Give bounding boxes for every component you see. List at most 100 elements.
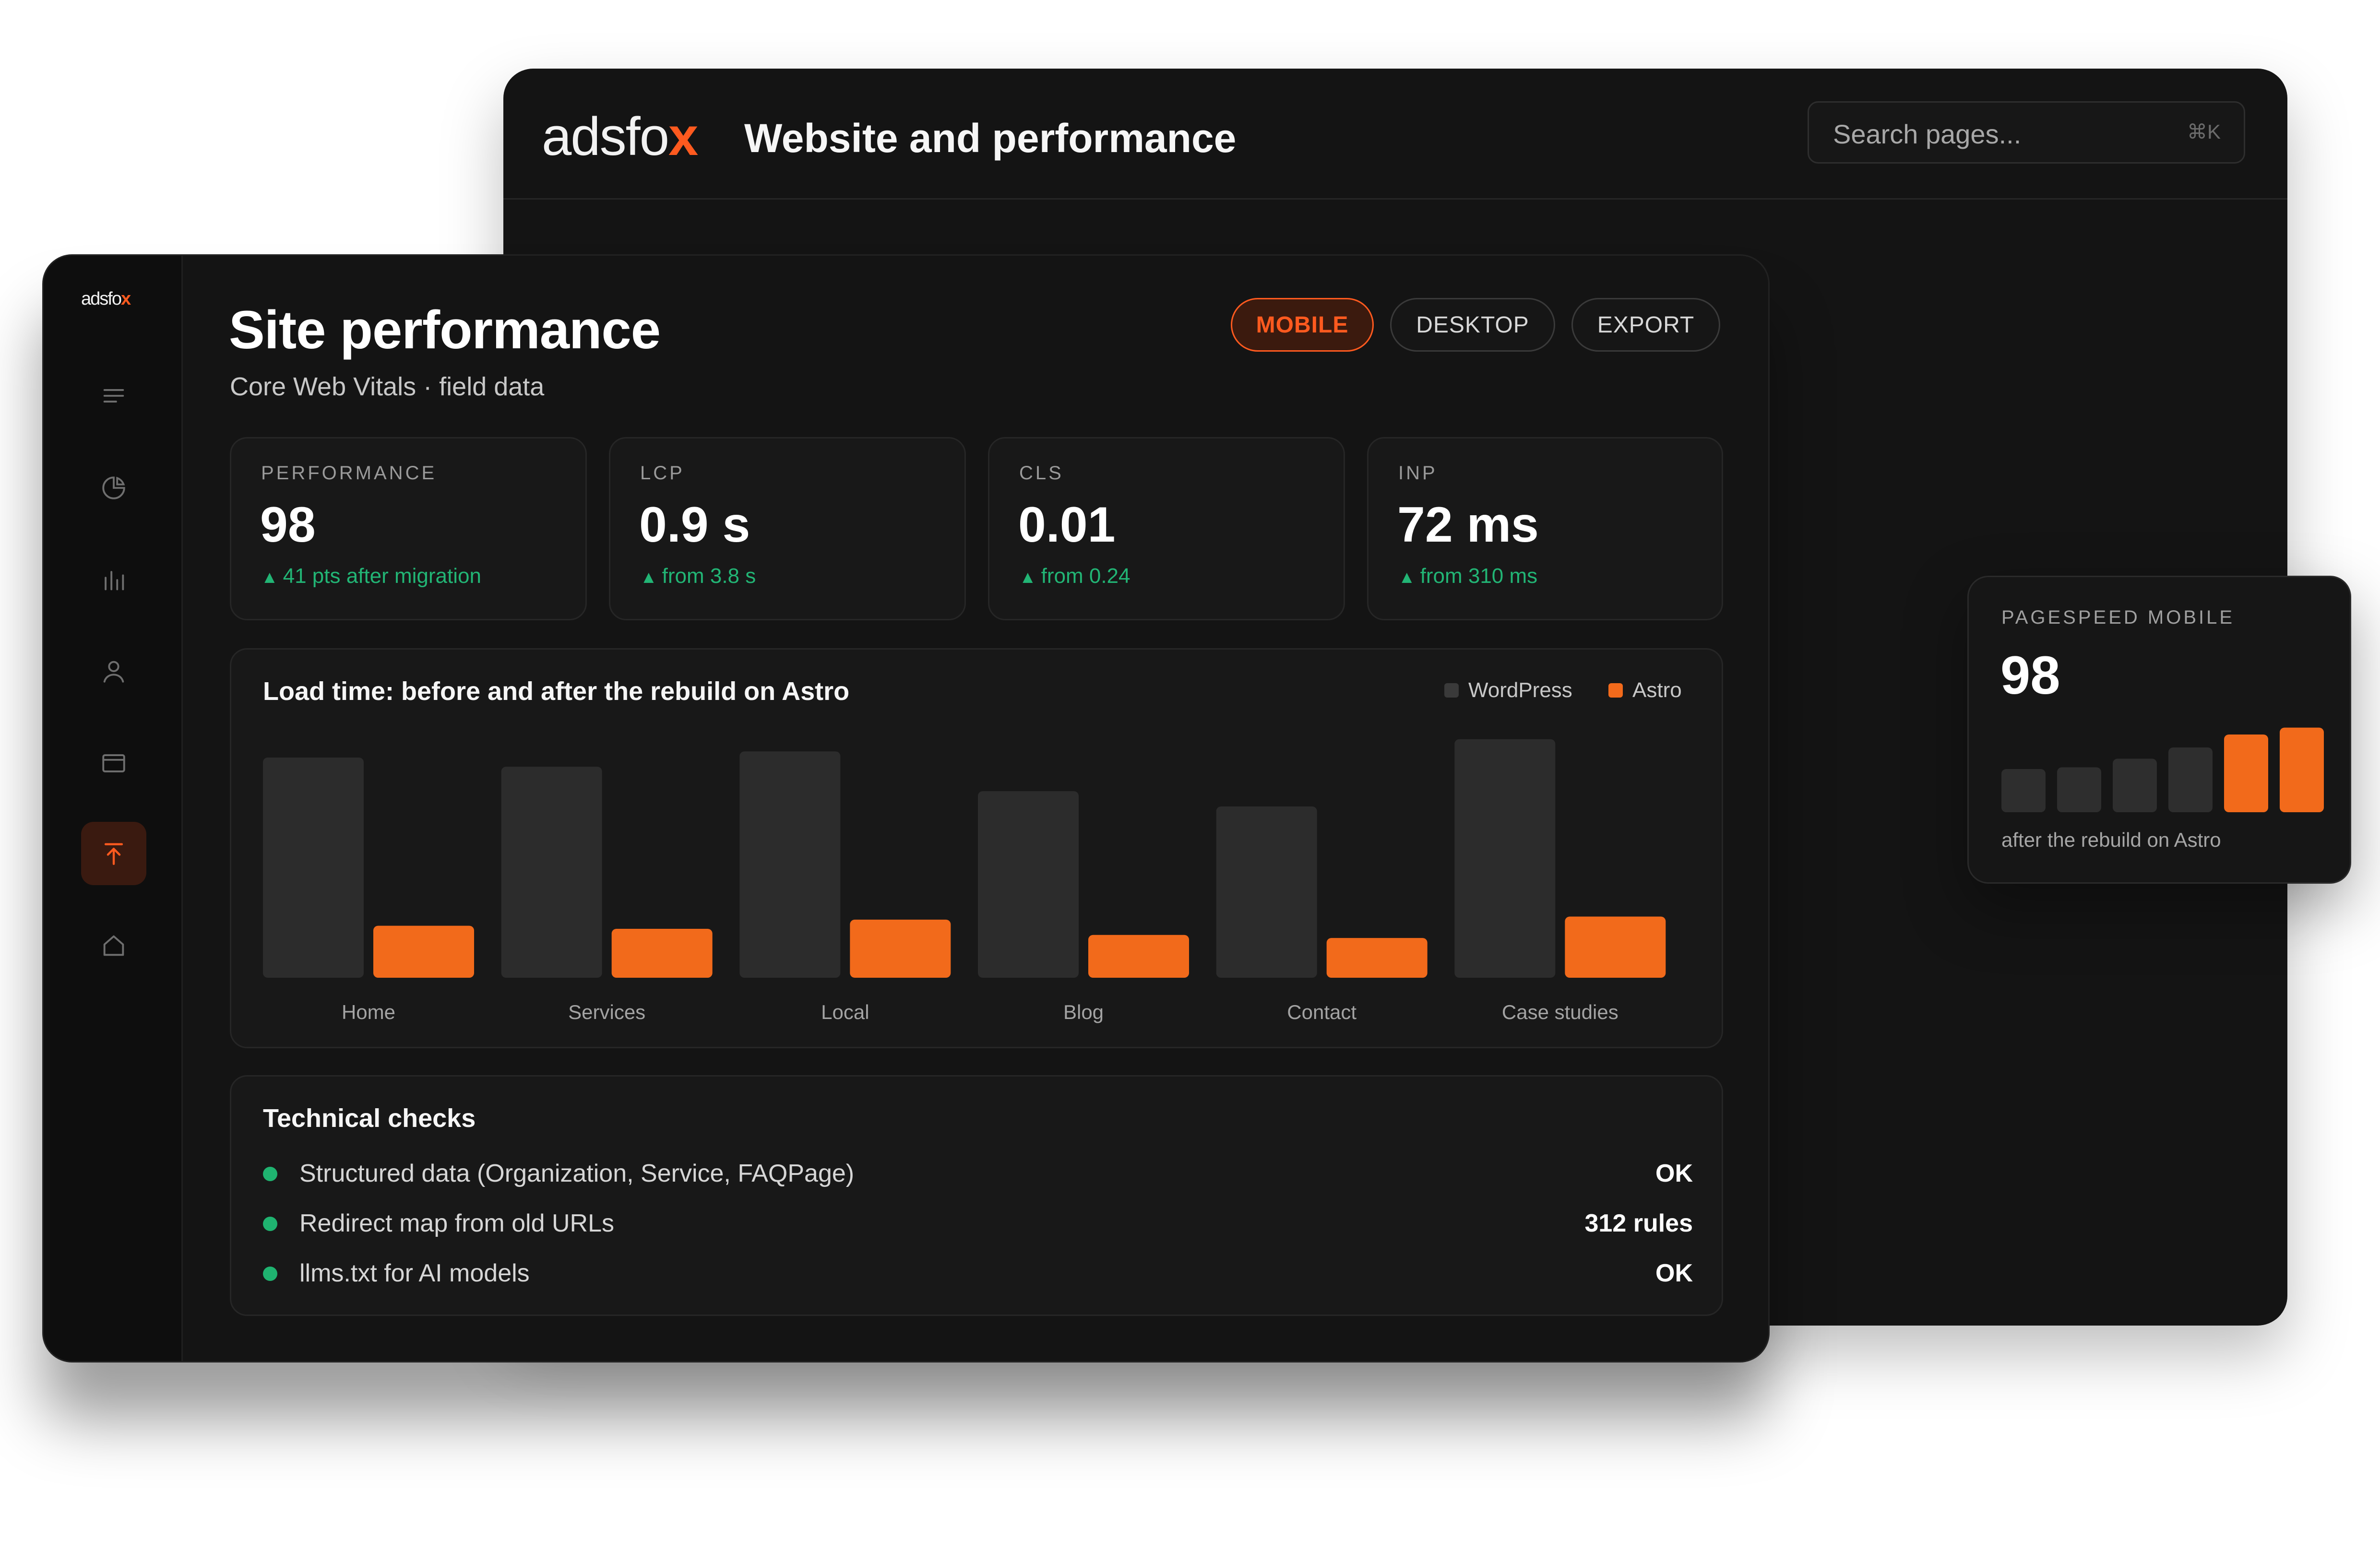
bar-wordpress-home[interactable]	[263, 758, 364, 978]
metric-value: 0.9 s	[639, 497, 750, 553]
x-tick-label-local: Local	[821, 1001, 869, 1023]
menu-icon	[103, 389, 124, 403]
sidebar-item-home[interactable]	[81, 914, 146, 977]
window-icon	[102, 754, 125, 772]
metric-value: 0.01	[1018, 497, 1116, 553]
legend-wordpress: WordPress	[1444, 678, 1572, 702]
home-icon	[103, 935, 124, 956]
metric-delta: ▲ from 310 ms	[1398, 564, 1538, 588]
bar-astro-home[interactable]	[373, 925, 474, 978]
metric-label: PERFORMANCE	[261, 462, 437, 484]
bar-astro-services[interactable]	[611, 929, 713, 978]
check-value: 312 rules	[1584, 1209, 1693, 1237]
check-label: Redirect map from old URLs	[299, 1209, 614, 1237]
mini-bar-4	[2168, 747, 2213, 812]
legend-swatch-astro	[1608, 683, 1623, 698]
export-button[interactable]: EXPORT	[1571, 298, 1720, 352]
pagespeed-caption: after the rebuild on Astro	[2001, 829, 2221, 851]
search-box[interactable]: ⌘K	[1808, 101, 2245, 164]
bar-chart-icon	[105, 571, 124, 591]
metric-card-lcp: LCP 0.9 s ▲ from 3.8 s	[609, 437, 966, 620]
search-shortcut-hint: ⌘K	[2187, 120, 2221, 143]
metric-value: 72 ms	[1397, 497, 1539, 553]
legend-swatch-wordpress	[1444, 683, 1459, 698]
window-title: Website and performance	[744, 116, 1237, 161]
user-icon	[103, 661, 124, 683]
bar-astro-blog[interactable]	[1088, 935, 1189, 978]
mini-bar-2	[2057, 767, 2101, 812]
x-tick-label-case-studies: Case studies	[1502, 1001, 1618, 1023]
check-row: Structured data (Organization, Service, …	[263, 1156, 1693, 1195]
check-value: OK	[1655, 1259, 1693, 1287]
fox-logo-mark: x	[120, 289, 131, 309]
trend-up-icon: ▲	[1019, 567, 1036, 587]
load-time-chart-card: Load time: before and after the rebuild …	[230, 648, 1723, 1048]
sidebar-item-menu[interactable]	[81, 364, 146, 427]
bar-astro-case-studies[interactable]	[1565, 916, 1666, 978]
metric-card-performance: PERFORMANCE 98 ▲ 41 pts after migration	[230, 437, 587, 620]
x-tick-label-contact: Contact	[1287, 1001, 1357, 1023]
checks-title: Technical checks	[263, 1104, 476, 1133]
x-tick-label-services: Services	[568, 1001, 645, 1023]
pagespeed-mobile-card: PAGESPEED MOBILE 98 after the rebuild on…	[1967, 576, 2351, 884]
sidebar-item-pages[interactable]	[81, 732, 146, 795]
brand-logo[interactable]: adsfox	[542, 107, 698, 166]
status-ok-dot	[263, 1167, 277, 1181]
search-input[interactable]	[1832, 114, 2170, 154]
pie-chart-icon	[102, 476, 125, 499]
window-header: adsfox Website and performance ⌘K	[503, 69, 2287, 200]
sidebar-item-users[interactable]	[81, 640, 146, 703]
metric-label: INP	[1398, 462, 1438, 484]
metric-delta: ▲ 41 pts after migration	[261, 564, 481, 588]
page-subtitle: Core Web Vitals · field data	[230, 372, 545, 401]
check-label: llms.txt for AI models	[299, 1259, 530, 1287]
check-label: Structured data (Organization, Service, …	[299, 1160, 855, 1187]
sidebar-logo[interactable]: adsfox	[81, 289, 131, 309]
bar-wordpress-local[interactable]	[739, 751, 841, 978]
metric-card-cls: CLS 0.01 ▲ from 0.24	[988, 437, 1345, 620]
chart-title: Load time: before and after the rebuild …	[263, 677, 850, 706]
metric-delta: ▲ from 0.24	[1019, 564, 1130, 588]
pagespeed-label: PAGESPEED MOBILE	[2001, 607, 2235, 628]
metric-label: CLS	[1019, 462, 1064, 484]
sidebar-item-analytics[interactable]	[81, 548, 146, 612]
page-title: Site performance	[229, 300, 661, 360]
status-ok-dot	[263, 1267, 277, 1281]
technical-checks-card: Technical checks Structured data (Organi…	[230, 1075, 1723, 1316]
bar-astro-contact[interactable]	[1326, 938, 1428, 978]
sidebar-item-overview[interactable]	[81, 456, 146, 520]
metric-delta: ▲ from 3.8 s	[640, 564, 756, 588]
mini-bar-6	[2280, 727, 2324, 812]
legend-astro: Astro	[1608, 678, 1682, 702]
bar-wordpress-contact[interactable]	[1216, 806, 1317, 978]
metric-label: LCP	[640, 462, 685, 484]
trend-up-icon: ▲	[261, 567, 278, 587]
pagespeed-mini-chart	[2001, 727, 2324, 812]
bar-chart: Home Services Local Blog Contact Case studies	[263, 739, 1666, 1023]
mini-bar-1	[2001, 769, 2046, 812]
fox-logo-mark: x	[668, 107, 698, 166]
sidebar-item-performance[interactable]	[81, 822, 146, 885]
status-ok-dot	[263, 1217, 277, 1231]
bar-wordpress-case-studies[interactable]	[1454, 739, 1556, 978]
check-row: llms.txt for AI models OK	[263, 1256, 1693, 1294]
metric-card-inp: INP 72 ms ▲ from 310 ms	[1367, 437, 1723, 620]
trend-up-icon: ▲	[640, 567, 657, 587]
main-window: adsfox Site performance Core Web Vitals …	[42, 254, 1770, 1363]
arrow-up-icon	[104, 843, 123, 865]
mini-bar-3	[2113, 758, 2157, 812]
check-row: Redirect map from old URLs 312 rules	[263, 1206, 1693, 1244]
metric-value: 98	[260, 497, 316, 553]
sidebar: adsfox	[44, 256, 183, 1361]
check-value: OK	[1655, 1160, 1693, 1187]
pagespeed-score: 98	[2000, 645, 2060, 705]
mini-bar-5	[2224, 735, 2268, 812]
x-tick-label-blog: Blog	[1063, 1001, 1104, 1023]
bar-wordpress-services[interactable]	[501, 767, 602, 978]
x-tick-label-home: Home	[342, 1001, 395, 1023]
bar-astro-local[interactable]	[850, 919, 951, 978]
trend-up-icon: ▲	[1398, 567, 1416, 587]
bar-wordpress-blog[interactable]	[978, 791, 1079, 978]
desktop-button[interactable]: DESKTOP	[1390, 298, 1555, 352]
mobile-button[interactable]: MOBILE	[1231, 298, 1374, 352]
